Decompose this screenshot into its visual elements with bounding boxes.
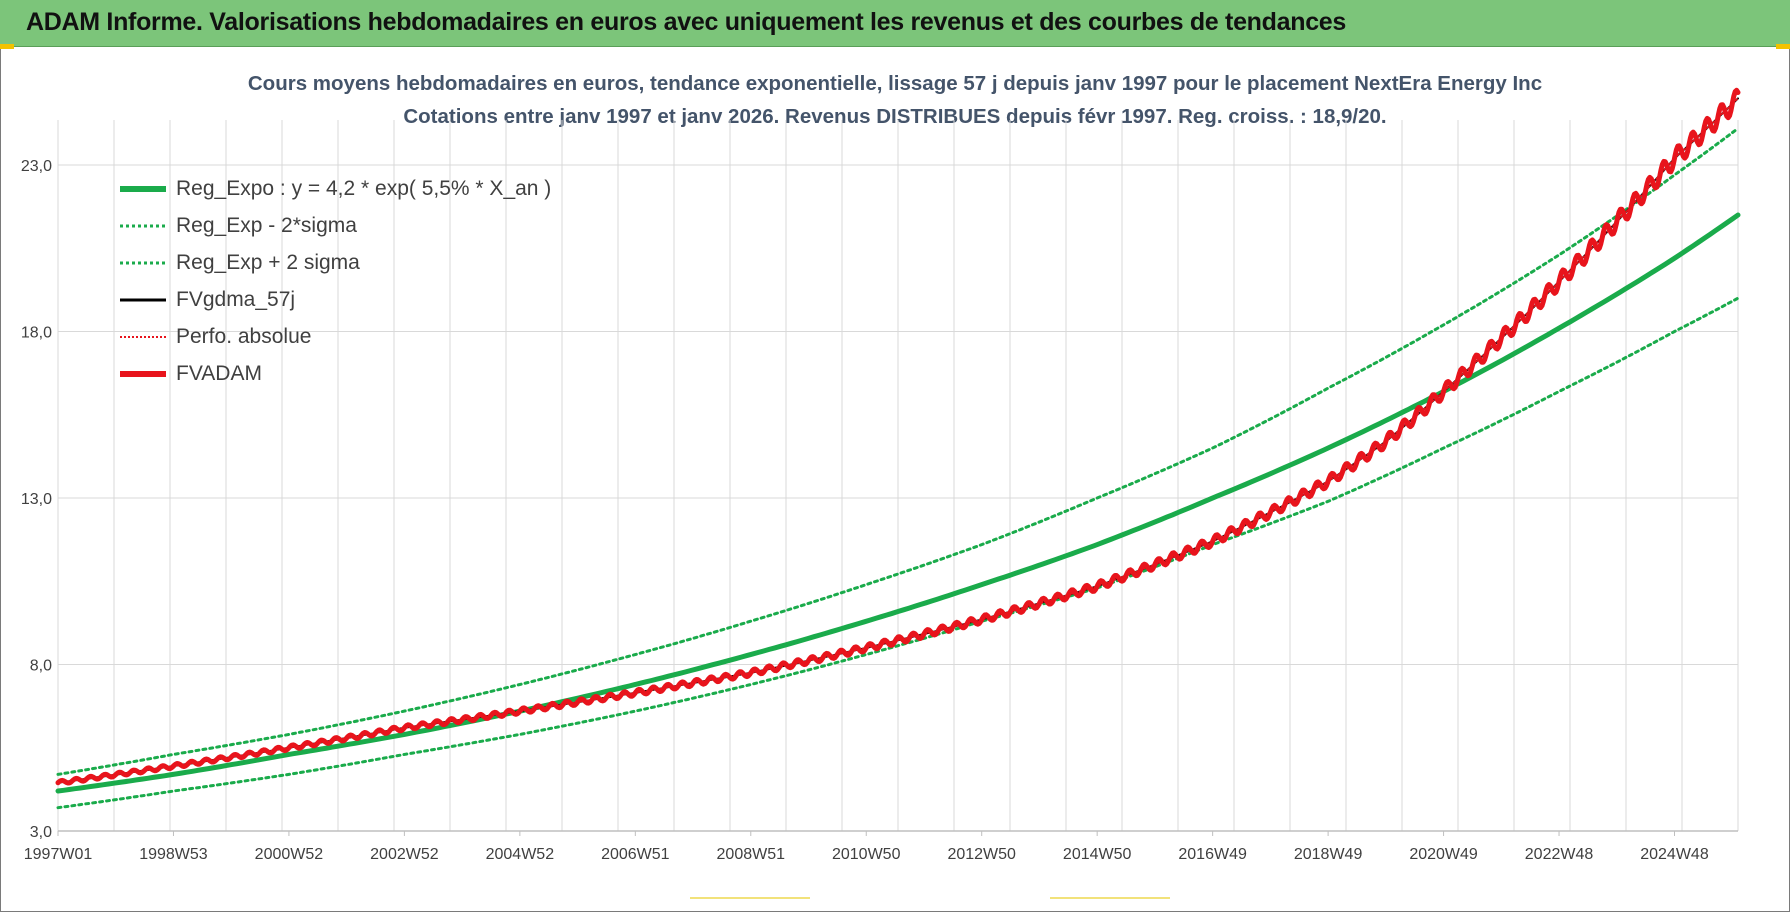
y-tick-label: 13,0	[21, 491, 52, 508]
x-tick-label: 1997W01	[24, 846, 93, 863]
x-tick-label: 2002W52	[370, 846, 439, 863]
chart-subtitle: Cotations entre janv 1997 et janv 2026. …	[403, 105, 1387, 128]
legend-item-reg-exp-plus: Reg_Exp + 2 sigma	[118, 248, 618, 278]
tick-labels: 3,0 8,0 13,0 18,0 23,0 1997W01 1998W53 2000W52 2…	[21, 158, 1709, 863]
x-tick-label: 2004W52	[486, 846, 555, 863]
x-tick-label: 2024W48	[1640, 846, 1709, 863]
bottom-accent-left	[690, 897, 810, 899]
legend-label-reg-exp-minus: Reg_Exp - 2*sigma	[176, 214, 357, 237]
series-line-5	[55, 87, 1741, 786]
legend-label-reg-expo: Reg_Expo : y = 4,2 * exp( 5,5% * X_an )	[176, 177, 552, 200]
legend-label-fvgdma: FVgdma_57j	[176, 288, 296, 311]
page-title: ADAM Informe. Valorisations hebdomadaire…	[26, 8, 1347, 36]
corner-marker-right	[1776, 44, 1790, 49]
bottom-accent-right	[1050, 897, 1170, 899]
legend-label-reg-exp-plus: Reg_Exp + 2 sigma	[176, 251, 360, 274]
x-tick-label: 2010W50	[832, 846, 901, 863]
x-tick-label: 2008W51	[717, 846, 786, 863]
series-group	[55, 87, 1741, 810]
legend-swatch-reg-exp-plus	[118, 258, 168, 268]
legend-swatch-fvgdma	[118, 295, 168, 305]
legend-item-reg-exp-minus: Reg_Exp - 2*sigma	[118, 211, 618, 241]
x-tick-label: 2020W49	[1409, 846, 1478, 863]
legend-swatch-perfo-absolue	[118, 332, 168, 342]
legend-swatch-reg-expo	[118, 184, 168, 194]
x-tick-label: 2000W52	[255, 846, 324, 863]
grid-lines	[57, 120, 1739, 832]
chart-title: Cours moyens hebdomadaires en euros, ten…	[247, 72, 1543, 95]
x-tick-label: 2016W49	[1178, 846, 1247, 863]
corner-marker-left	[0, 44, 14, 49]
y-tick-label: 18,0	[21, 325, 52, 342]
legend-item-perfo-absolue: Perfo. absolue	[118, 322, 618, 352]
legend-item-fvadam: FVADAM	[118, 359, 618, 389]
header-banner: ADAM Informe. Valorisations hebdomadaire…	[0, 0, 1790, 47]
series-line-2	[56, 126, 1740, 776]
legend-label-perfo-absolue: Perfo. absolue	[176, 325, 312, 348]
y-tick-label: 8,0	[30, 658, 52, 675]
axes	[57, 830, 1738, 836]
legend-label-fvadam: FVADAM	[176, 362, 262, 385]
y-tick-label: 3,0	[30, 824, 52, 841]
x-tick-label: 2014W50	[1063, 846, 1132, 863]
x-tick-label: 2006W51	[601, 846, 670, 863]
x-tick-label: 2012W50	[947, 846, 1016, 863]
y-tick-label: 23,0	[21, 158, 52, 175]
series-line-1	[56, 296, 1740, 810]
x-tick-label: 2018W49	[1294, 846, 1363, 863]
legend-item-fvgdma: FVgdma_57j	[118, 285, 618, 315]
legend-swatch-fvadam	[118, 369, 168, 379]
x-tick-label: 2022W48	[1525, 846, 1594, 863]
legend-item-reg-expo: Reg_Expo : y = 4,2 * exp( 5,5% * X_an )	[118, 174, 618, 204]
x-tick-label: 1998W53	[139, 846, 208, 863]
legend-swatch-reg-exp-minus	[118, 221, 168, 231]
